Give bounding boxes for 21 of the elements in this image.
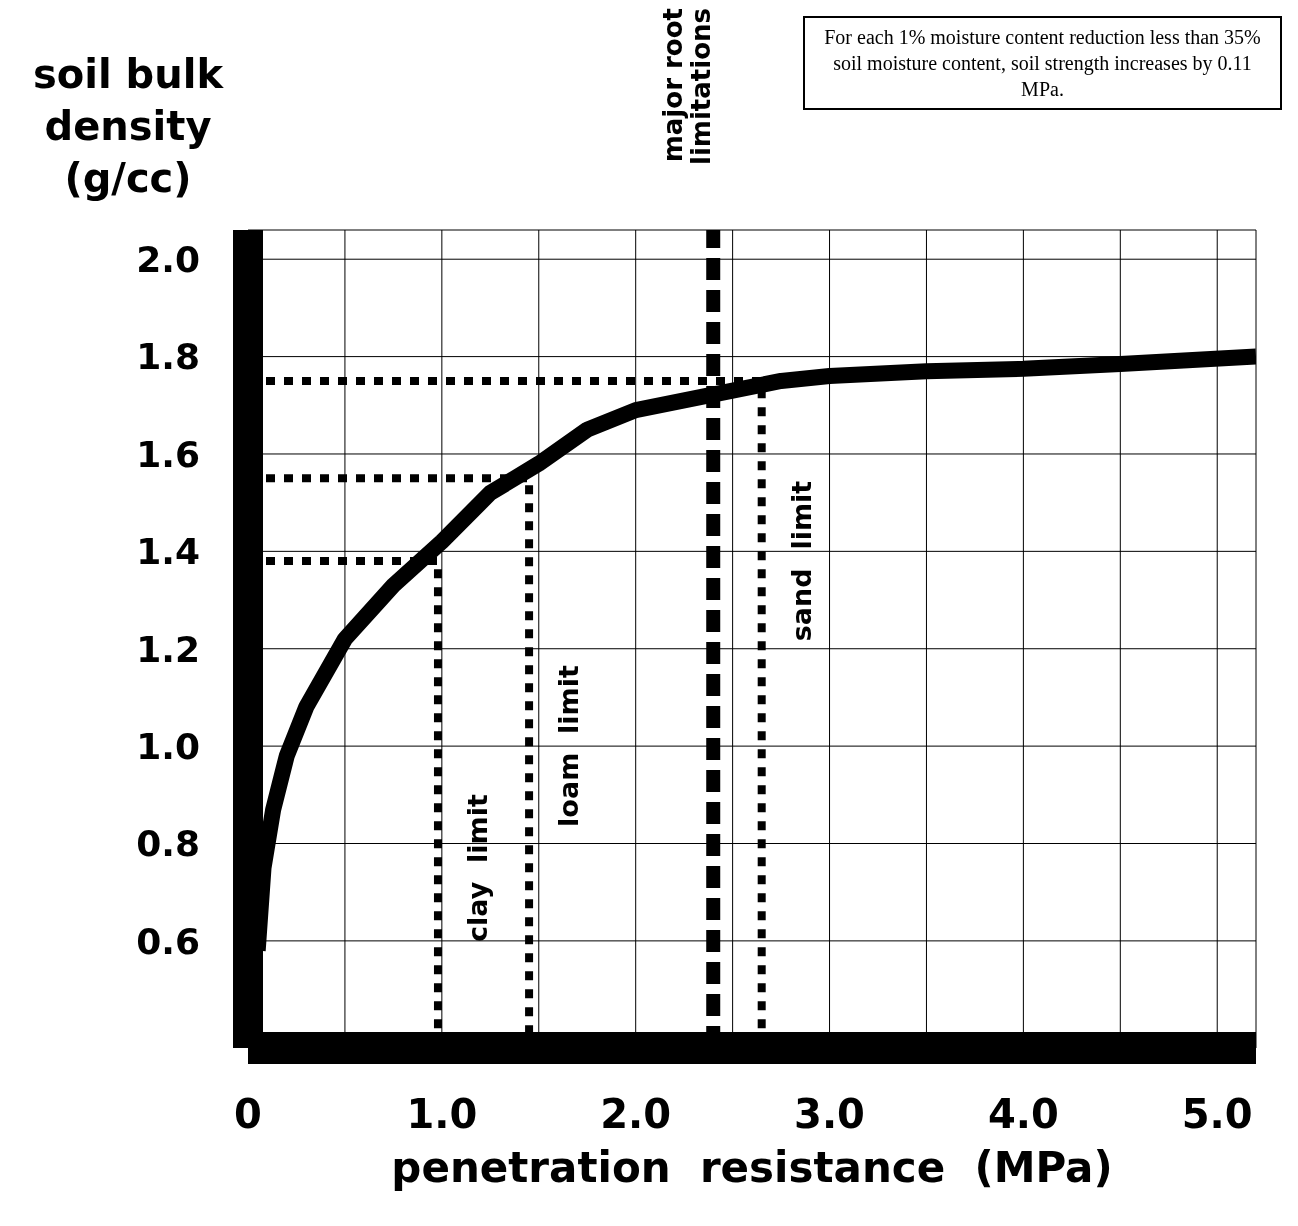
y-tick-label: 2.0 (136, 238, 200, 280)
y-tick-label: 1.2 (136, 628, 200, 670)
y-tick-label: 1.4 (136, 531, 200, 573)
x-tick-label: 2.0 (599, 1090, 673, 1138)
annotation: clay limit (461, 792, 494, 944)
y-tick-label: 1.0 (136, 725, 200, 767)
x-tick-label: 4.0 (986, 1090, 1060, 1138)
y-axis-title: soil bulk density (g/cc) (31, 50, 225, 203)
x-tick-label: 0 (233, 1090, 263, 1138)
y-tick-label: 1.6 (136, 433, 200, 475)
annotation: loam limit (553, 664, 586, 829)
y-tick-label: 1.8 (136, 336, 200, 378)
ref-line-label: major root limitations (658, 8, 718, 167)
x-tick-label: 3.0 (793, 1090, 866, 1138)
annotation: sand limit (785, 479, 818, 644)
y-tick-label: 0.8 (136, 823, 200, 865)
x-tick-label: 1.0 (405, 1090, 479, 1138)
x-axis-title: penetration resistance (MPa) (390, 1143, 1114, 1192)
text: For each 1% moisture content reduction less than 35% soil moisture content, soil strength increases by 0.11 MPa. (803, 16, 1282, 110)
x-tick-label: 5.0 (1180, 1090, 1254, 1138)
y-tick-label: 0.6 (136, 920, 200, 962)
